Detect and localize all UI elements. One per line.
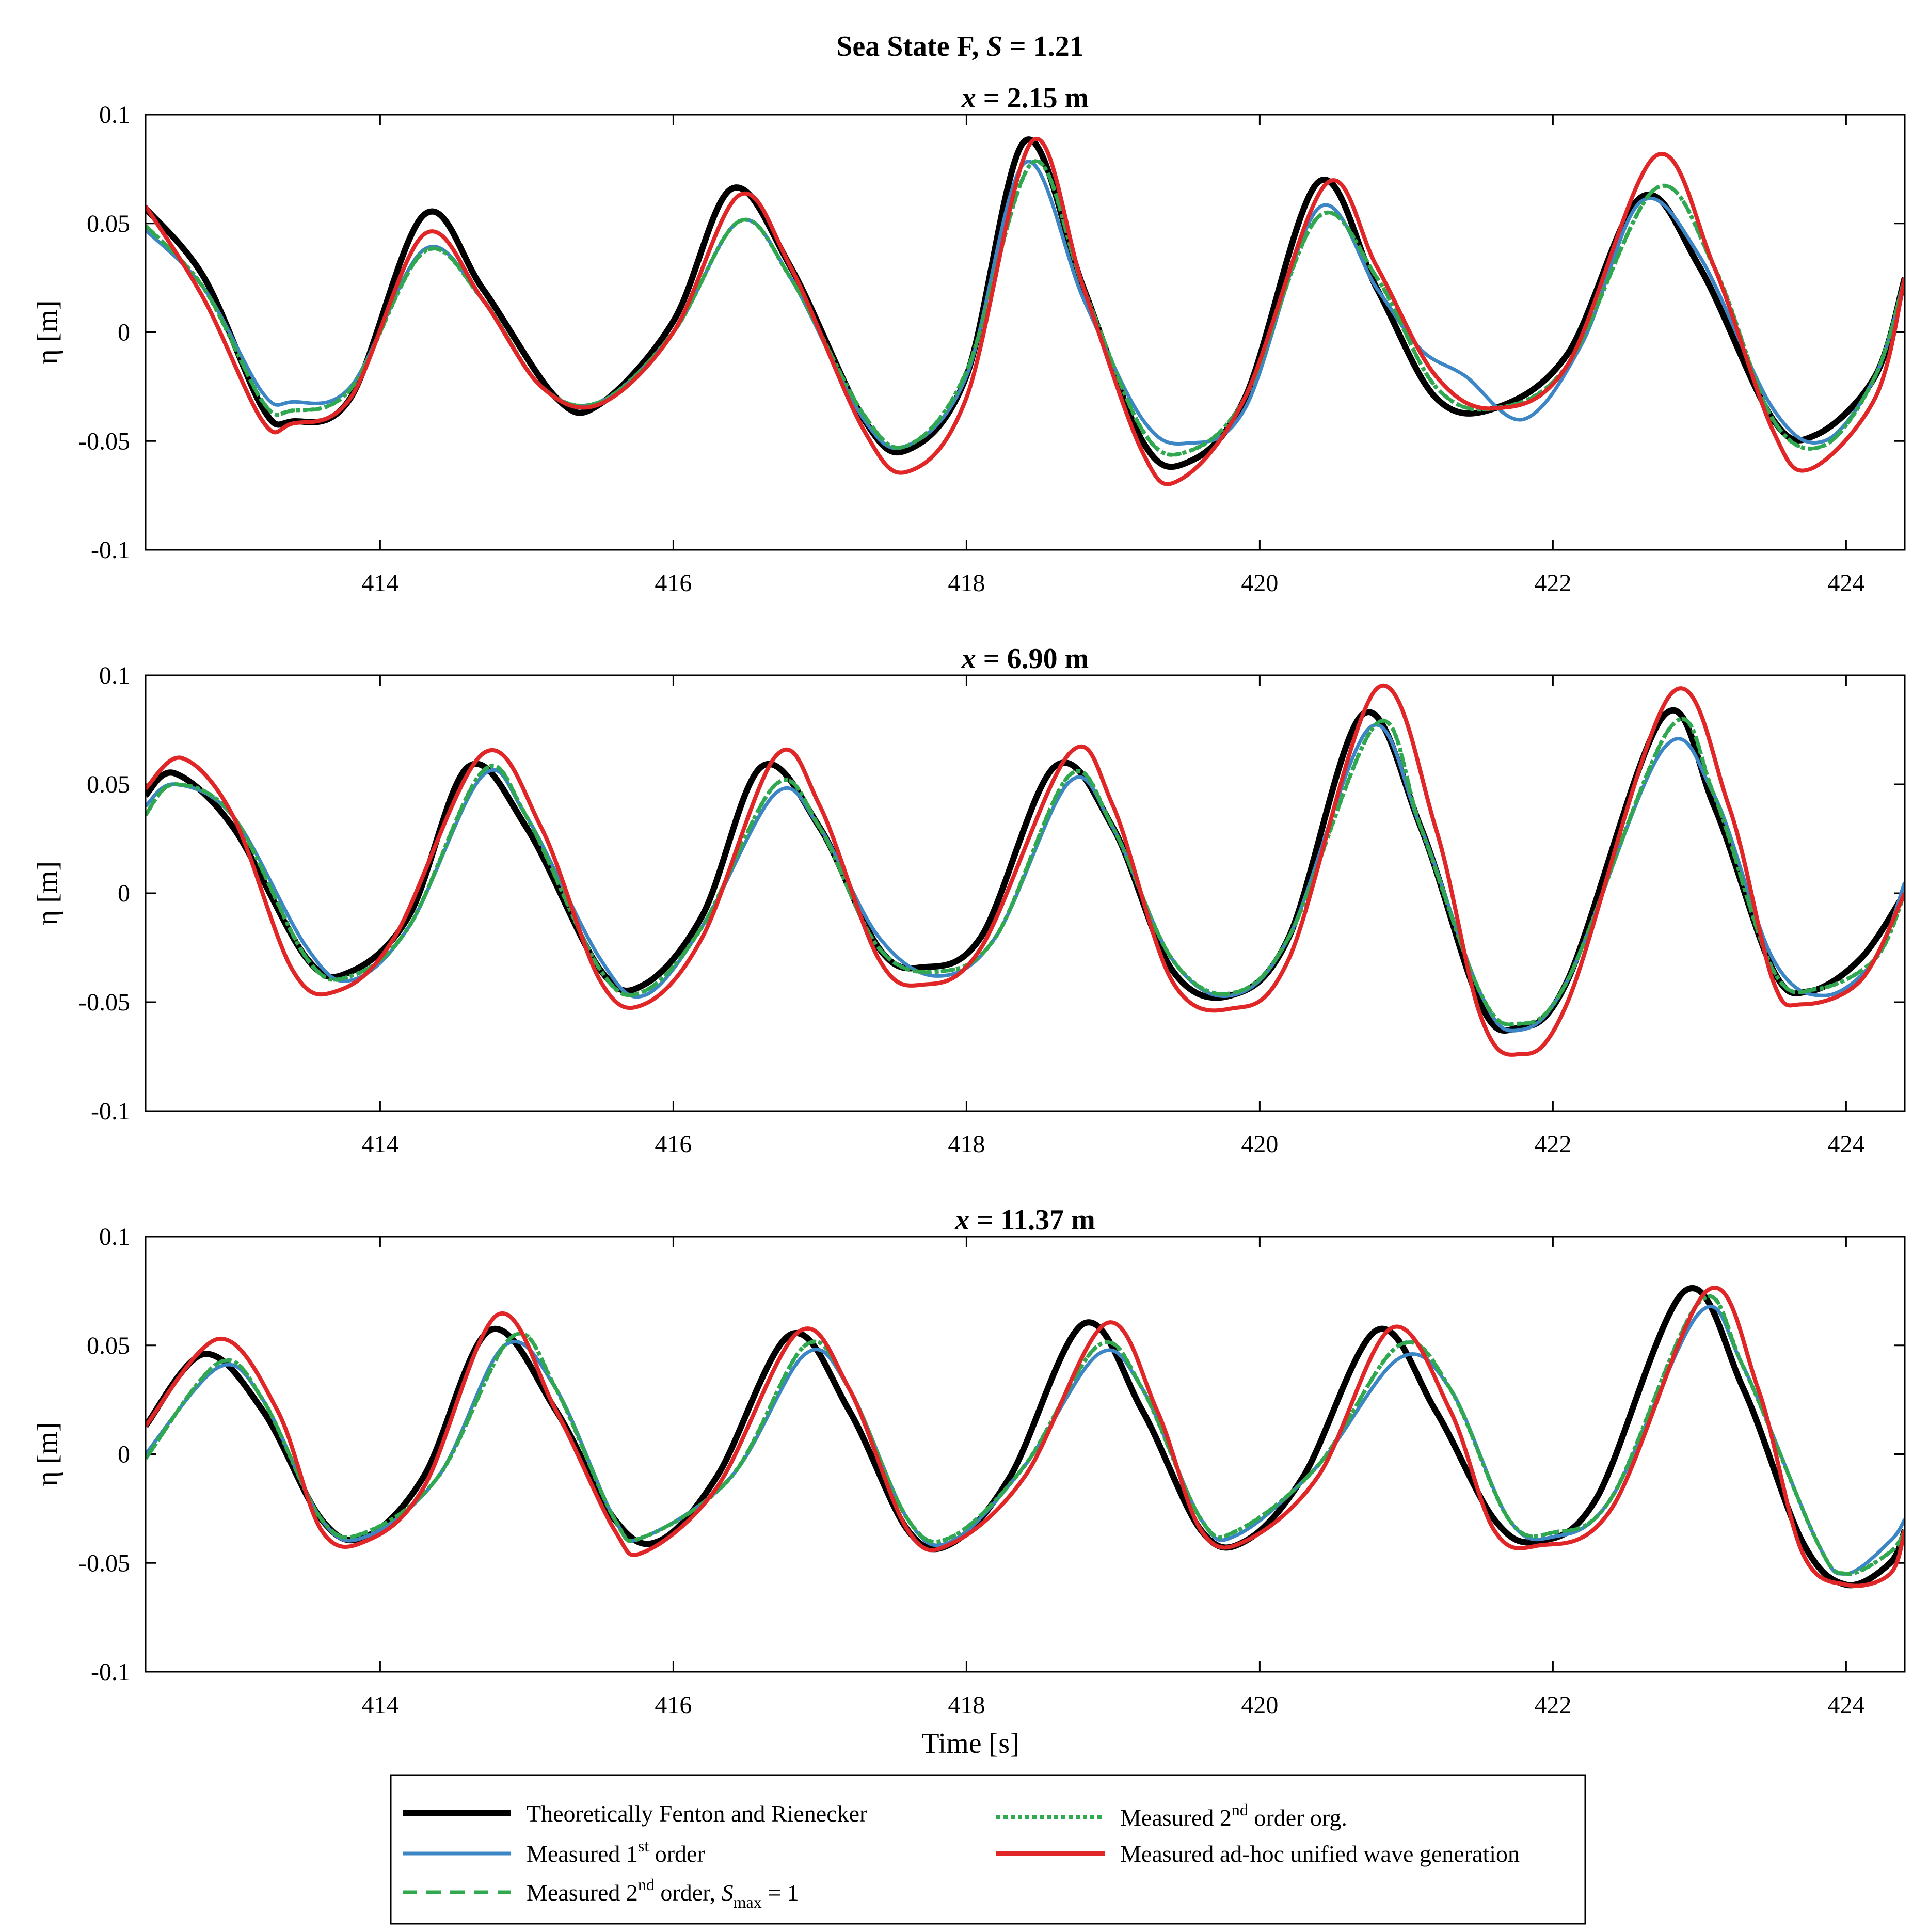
- x-tick-label: 424: [1827, 569, 1864, 597]
- panel-title-text: = 11.37 m: [969, 1204, 1095, 1236]
- legend-label: Measured ad-hoc unified wave generation: [1120, 1841, 1520, 1867]
- series-line-second-smax: [146, 717, 1905, 1026]
- x-tick-label: 422: [1534, 569, 1571, 597]
- panel-3: x = 11.37 m 0.1 0.05 0 -0.05 -0.1 414 416 418 420…: [31, 1204, 1906, 1719]
- panel-title-text: = 6.90 m: [976, 643, 1089, 675]
- x-tick-label: 416: [655, 1691, 692, 1719]
- legend-entry-second-smax: Measured 2nd order, Smax = 1: [403, 1875, 799, 1911]
- y-tick-label: 0.1: [99, 1223, 130, 1250]
- legend-label: Measured 2nd order org.: [1120, 1800, 1347, 1831]
- x-tick-label: 420: [1241, 569, 1278, 597]
- panels: x = 2.15 m 0.1 0.05 0 -0.05 -0.1 414 416 418 420 4…: [31, 82, 1906, 1719]
- plot-frame: [145, 1236, 1906, 1673]
- plot-area: [146, 1237, 1905, 1672]
- x-tick-label: 424: [1827, 1131, 1864, 1158]
- legend-entry-second-org: Measured 2nd order org.: [996, 1800, 1347, 1831]
- plot-area: [146, 115, 1905, 550]
- x-axis-label: Time [s]: [921, 1728, 1019, 1760]
- panel-title: x = 2.15 m: [961, 82, 1089, 114]
- x-tick-label: 418: [948, 569, 985, 597]
- series-group: [146, 683, 1905, 1057]
- plot-frame: [145, 114, 1906, 551]
- series-group: [146, 1285, 1905, 1589]
- y-axis-label: η [m]: [31, 300, 63, 364]
- panel-title-symbol: x: [954, 1204, 969, 1236]
- series-line-fenton: [146, 1285, 1905, 1589]
- series-line-adhoc: [146, 137, 1905, 486]
- x-tick-label: 418: [948, 1691, 985, 1719]
- panel-2: x = 6.90 m 0.1 0.05 0 -0.05 -0.1 414 416 418 420 4…: [31, 643, 1906, 1158]
- y-tick-label: 0: [118, 880, 130, 907]
- legend-entry-fenton: Theoretically Fenton and Rienecker: [403, 1800, 867, 1827]
- y-tick-label: 0: [118, 319, 130, 346]
- y-tick-label: -0.1: [91, 1658, 130, 1686]
- y-tick-label: -0.05: [78, 427, 130, 455]
- y-tick-label: -0.05: [78, 989, 130, 1016]
- y-tick-label: 0.05: [87, 210, 130, 237]
- y-tick-label: 0: [118, 1441, 130, 1468]
- series-line-second-org: [146, 159, 1905, 457]
- series-line-adhoc: [146, 683, 1905, 1057]
- figure-title: Sea State F, S = 1.21: [836, 30, 1083, 62]
- panel-title: x = 11.37 m: [954, 1204, 1095, 1236]
- y-tick-label: -0.1: [91, 1098, 130, 1125]
- legend-label: Measured 1st order: [527, 1836, 705, 1867]
- series-group: [146, 136, 1905, 486]
- legend-entry-adhoc: Measured ad-hoc unified wave generation: [996, 1841, 1520, 1867]
- plot-frame: [145, 674, 1906, 1112]
- panel-title-symbol: x: [961, 82, 976, 114]
- y-tick-label: -0.05: [78, 1549, 130, 1577]
- legend-label: Theoretically Fenton and Rienecker: [527, 1800, 867, 1827]
- x-tick-label: 416: [655, 1131, 692, 1158]
- x-tick-label: 420: [1241, 1131, 1278, 1158]
- legend: Theoretically Fenton and Rienecker Measur…: [390, 1774, 1586, 1925]
- panel-title-symbol: x: [961, 643, 976, 675]
- y-axis-label: η [m]: [31, 1422, 63, 1486]
- panel-title-text: = 2.15 m: [976, 82, 1089, 114]
- panel-1: x = 2.15 m 0.1 0.05 0 -0.05 -0.1 414 416 418 420 4…: [31, 82, 1906, 597]
- y-tick-label: 0.1: [99, 662, 130, 689]
- y-tick-label: -0.1: [91, 536, 130, 564]
- legend-entry-first: Measured 1st order: [403, 1836, 705, 1867]
- x-tick-label: 424: [1827, 1691, 1864, 1719]
- series-line-second-org: [146, 717, 1905, 1027]
- x-tick-label: 422: [1534, 1691, 1571, 1719]
- panel-title: x = 6.90 m: [961, 643, 1089, 675]
- plot-area: [146, 675, 1905, 1111]
- x-tick-label: 418: [948, 1131, 985, 1158]
- legend-box: [390, 1774, 1586, 1925]
- y-tick-label: 0.05: [87, 771, 130, 798]
- y-tick-label: 0.05: [87, 1332, 130, 1359]
- y-axis-label: η [m]: [31, 861, 63, 925]
- x-tick-label: 420: [1241, 1691, 1278, 1719]
- series-line-adhoc: [146, 1286, 1905, 1588]
- x-tick-label: 422: [1534, 1131, 1571, 1158]
- x-tick-label: 414: [361, 569, 398, 597]
- x-tick-label: 414: [361, 1131, 398, 1158]
- x-tick-label: 416: [655, 569, 692, 597]
- y-tick-label: 0.1: [99, 101, 130, 129]
- series-line-fenton: [146, 136, 1905, 470]
- legend-label: Measured 2nd order, Smax = 1: [527, 1875, 799, 1911]
- x-tick-label: 414: [361, 1691, 398, 1719]
